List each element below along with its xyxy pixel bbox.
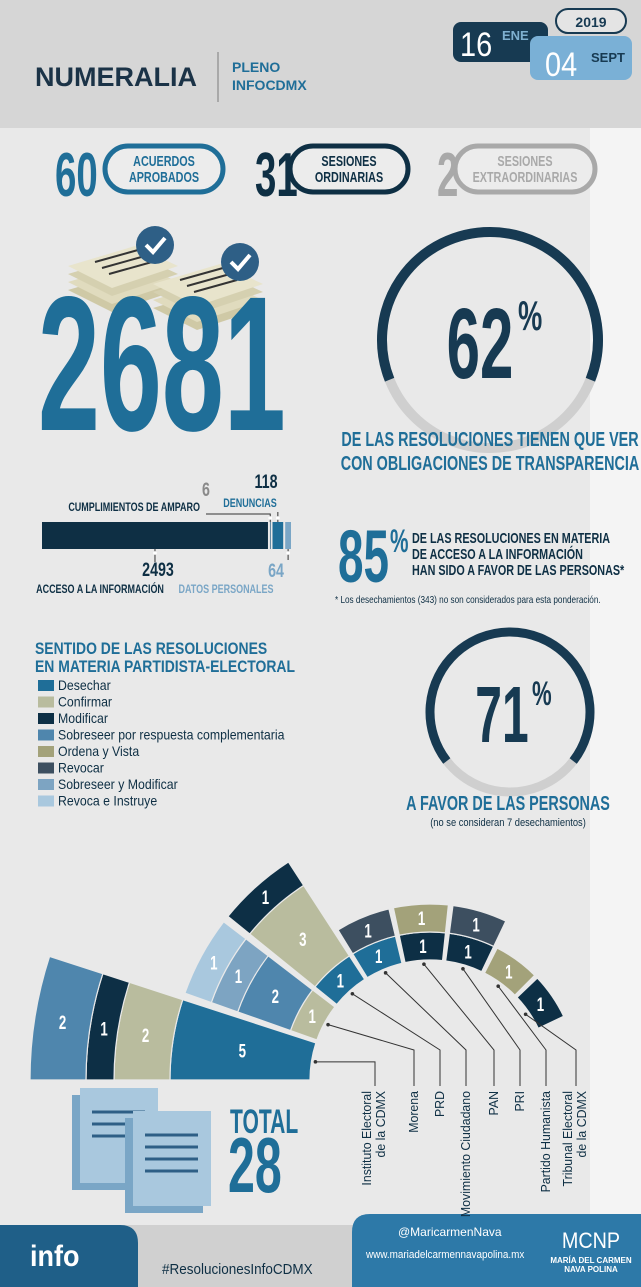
segment-label: 1 <box>309 1007 316 1028</box>
segment-label: 1 <box>337 971 344 992</box>
segment-label: 1 <box>375 947 382 968</box>
segment-label: 2 <box>142 1026 149 1047</box>
bar-category-label: CUMPLIMIENTOS DE AMPARO <box>68 501 200 515</box>
category-label: Partido Humanista <box>539 1090 553 1192</box>
percent-value: 85 <box>338 516 389 599</box>
legend-label: Modificar <box>58 710 108 726</box>
bar-value-label: 64 <box>268 560 284 581</box>
segment-label: 1 <box>472 915 479 936</box>
leader-dot <box>351 992 355 996</box>
category-label: Morena <box>407 1090 421 1133</box>
bar-segment <box>42 522 268 549</box>
segment-label: 1 <box>464 942 471 963</box>
segment-label: 1 <box>364 921 371 942</box>
legend-label: Confirmar <box>58 694 113 710</box>
segment-label: 3 <box>299 930 306 951</box>
leader-dot <box>314 1060 318 1064</box>
percent-value: 71 <box>475 669 528 759</box>
footnote: * Los desechamientos (343) no son consid… <box>335 594 601 605</box>
segment-label: 1 <box>418 909 425 930</box>
leader-dot <box>524 1012 528 1016</box>
leader-dot <box>384 971 388 975</box>
segment-label: 5 <box>239 1041 246 1062</box>
bar-segment <box>270 522 271 549</box>
percent-note: (no se consideran 7 desechamientos) <box>430 817 586 829</box>
legend-label: Ordena y Vista <box>58 743 140 759</box>
bar-category-label: ACCESO A LA INFORMACIÓN <box>36 582 164 597</box>
org-line: PLENO <box>232 59 280 75</box>
total-value: 28 <box>228 1121 282 1209</box>
segment-label: 1 <box>505 962 512 983</box>
legend-swatch <box>38 680 54 691</box>
leader-dot <box>286 551 290 555</box>
segment-label: 2 <box>272 987 279 1008</box>
percent-sign: % <box>390 524 408 560</box>
segment-label: 1 <box>235 967 242 988</box>
percent-sign: % <box>518 292 542 339</box>
org-line: INFOCDMX <box>232 77 307 93</box>
segment-label: 1 <box>262 888 269 909</box>
legend-label: Sobreseer por respuesta complementaria <box>58 727 285 743</box>
category-label: PAN <box>487 1091 501 1115</box>
footer-logo: info <box>30 1240 79 1274</box>
title: NUMERALIA <box>35 62 197 92</box>
date-day: 16 <box>460 25 492 64</box>
twitter-handle: @MaricarmenNava <box>398 1225 502 1239</box>
percent-value: 62 <box>447 288 514 400</box>
legend-label: Revoca e Instruye <box>58 793 157 809</box>
stat-value: 60 <box>55 140 98 210</box>
side-strip <box>590 128 641 1218</box>
stat-value: 31 <box>255 140 298 210</box>
legend-swatch <box>38 796 54 807</box>
leader-dot <box>461 967 465 971</box>
segment-label: 2 <box>59 1013 66 1034</box>
leader-dot <box>422 962 426 966</box>
legend-label: Desechar <box>58 677 111 693</box>
bar-value-label: 118 <box>255 471 278 492</box>
bar-value-label: 6 <box>202 479 210 500</box>
legend-swatch <box>38 730 54 741</box>
monogram: MCNP <box>562 1229 620 1253</box>
leader-dot <box>276 516 280 520</box>
category-label: PRD <box>433 1091 447 1117</box>
legend-swatch <box>38 697 54 708</box>
stat-label: ACUERDOSAPROBADOS <box>129 152 199 185</box>
category-label: Movimiento Ciudadano <box>459 1091 473 1217</box>
segment-label: 1 <box>100 1019 107 1040</box>
hashtag: #ResolucionesInfoCDMX <box>162 1261 313 1278</box>
infographic: NUMERALIAPLENOINFOCDMX201916ENE04SEPT60A… <box>0 0 641 1287</box>
leader-dot <box>326 1023 330 1027</box>
category-label: PRI <box>513 1091 527 1112</box>
legend-swatch <box>38 713 54 724</box>
legend-label: Revocar <box>58 760 104 776</box>
leader-dot <box>268 516 272 520</box>
bar-category-label: DENUNCIAS <box>223 497 276 511</box>
bar-segment <box>273 522 284 549</box>
segment-label: 1 <box>210 953 217 974</box>
date-month: ENE <box>502 28 529 43</box>
date-day: 04 <box>545 45 577 84</box>
bar-category-label: DATOS PERSONALES <box>178 583 273 597</box>
stat-value: 2 <box>437 140 458 210</box>
segment-label: 1 <box>419 937 426 958</box>
percent-text: A FAVOR DE LAS PERSONAS <box>406 792 610 815</box>
percent-sign: % <box>532 675 552 713</box>
date-month: SEPT <box>591 50 625 65</box>
website: www.mariadelcarmennavapolina.mx <box>365 1250 525 1262</box>
legend-label: Sobreseer y Modificar <box>58 776 178 792</box>
year: 2019 <box>575 14 606 30</box>
legend-swatch <box>38 746 54 757</box>
leader-dot <box>153 551 157 555</box>
legend-swatch <box>38 763 54 774</box>
legend-swatch <box>38 779 54 790</box>
resolutions-total: 2681 <box>38 258 286 472</box>
bar-value-label: 2493 <box>142 559 174 580</box>
leader-dot <box>496 984 500 988</box>
segment-label: 1 <box>537 995 544 1016</box>
bar-segment <box>285 522 291 549</box>
